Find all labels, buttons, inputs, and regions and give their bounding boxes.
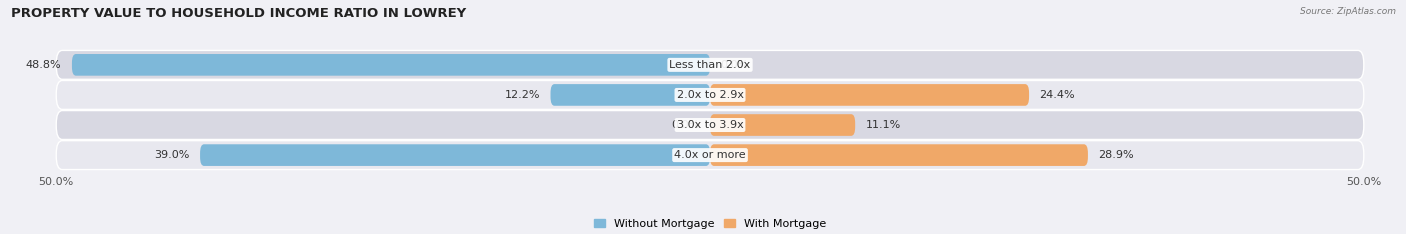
FancyBboxPatch shape [56,141,1364,170]
Text: 11.1%: 11.1% [866,120,901,130]
Text: 0.0%: 0.0% [720,60,749,70]
Text: Source: ZipAtlas.com: Source: ZipAtlas.com [1301,7,1396,16]
Text: 12.2%: 12.2% [505,90,540,100]
FancyBboxPatch shape [710,144,1088,166]
FancyBboxPatch shape [56,80,1364,109]
FancyBboxPatch shape [710,114,855,136]
Text: 28.9%: 28.9% [1098,150,1135,160]
Text: 48.8%: 48.8% [25,60,62,70]
FancyBboxPatch shape [551,84,710,106]
FancyBboxPatch shape [56,50,1364,79]
Text: 0.0%: 0.0% [671,120,700,130]
Legend: Without Mortgage, With Mortgage: Without Mortgage, With Mortgage [589,214,831,233]
Text: 4.0x or more: 4.0x or more [675,150,745,160]
Text: 3.0x to 3.9x: 3.0x to 3.9x [676,120,744,130]
FancyBboxPatch shape [200,144,710,166]
FancyBboxPatch shape [710,84,1029,106]
FancyBboxPatch shape [56,111,1364,139]
FancyBboxPatch shape [72,54,710,76]
Text: Less than 2.0x: Less than 2.0x [669,60,751,70]
Text: 24.4%: 24.4% [1039,90,1076,100]
Text: 2.0x to 2.9x: 2.0x to 2.9x [676,90,744,100]
Text: PROPERTY VALUE TO HOUSEHOLD INCOME RATIO IN LOWREY: PROPERTY VALUE TO HOUSEHOLD INCOME RATIO… [11,7,467,20]
Text: 39.0%: 39.0% [155,150,190,160]
